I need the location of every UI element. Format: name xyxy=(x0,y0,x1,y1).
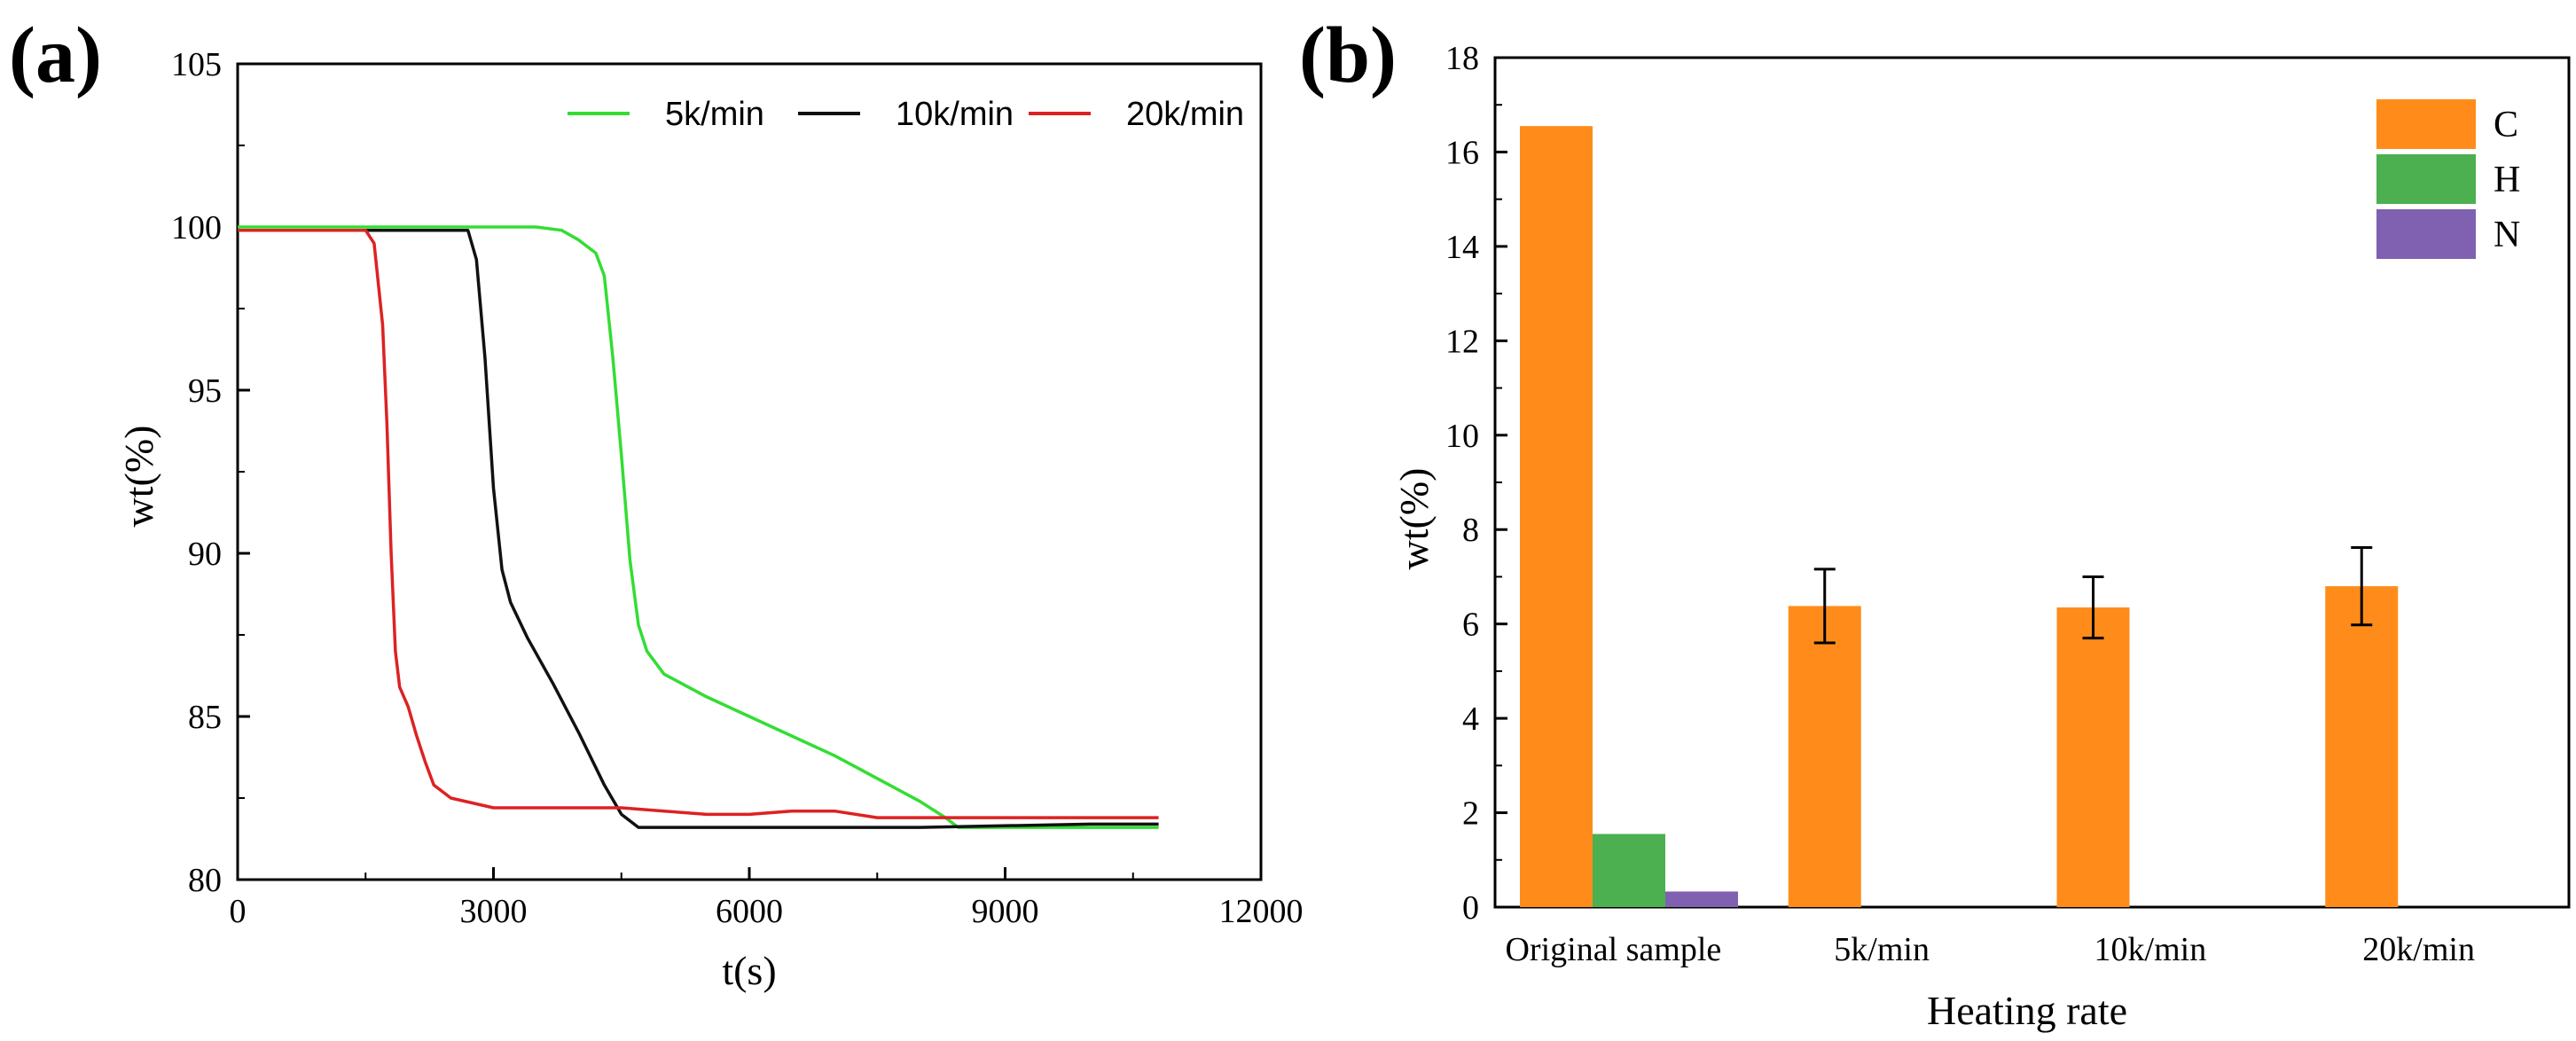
legend-label-H: H xyxy=(2494,160,2520,200)
series-line-10k/min xyxy=(238,228,1159,829)
panel-a-y-tick-label: 95 xyxy=(188,372,222,410)
panel-b-category-label: 10k/min xyxy=(2094,931,2207,968)
panel-b-y-tick-label: 6 xyxy=(1462,607,1479,644)
panel-b-category-label: 5k/min xyxy=(1834,931,1930,968)
panel-b-y-tick-label: 16 xyxy=(1445,134,1479,171)
bar-H-Original sample xyxy=(1593,834,1665,907)
bar-C-20k/min xyxy=(2325,586,2399,907)
panel-b-y-tick-label: 18 xyxy=(1445,40,1479,77)
panel-b-y-tick-label: 12 xyxy=(1445,323,1479,360)
panel-a-plot-area: 0 3000 6000 9000 12000 80 85 90 95 100 105 5k/min 10… xyxy=(171,46,1304,930)
panel-a-legend: 5k/min 10k/min 20k/min xyxy=(568,96,1244,133)
panel-b-y-axis-title: wt(%) xyxy=(1391,468,1437,570)
bar-C-Original sample xyxy=(1520,126,1593,907)
panel-b-plot-area: 0 2 4 6 8 10 12 14 16 18 Original sample 5k/min 10k/… xyxy=(1445,40,2571,968)
panel-b-y-tick-label: 0 xyxy=(1462,889,1479,927)
legend-label-10k/min: 10k/min xyxy=(896,96,1014,133)
panel-b-y-tick-label: 4 xyxy=(1462,701,1479,738)
panel-b-elemental-bars: (b) 0 2 4 6 8 10 12 14 16 18 Original sample 5k/min… xyxy=(1299,12,2571,1033)
panel-b-y-tick-label: 14 xyxy=(1445,229,1479,266)
legend-label-20k/min: 20k/min xyxy=(1126,96,1244,133)
panel-b-label: (b) xyxy=(1299,12,1397,99)
series-line-5k/min xyxy=(238,225,1159,829)
legend-swatch-H xyxy=(2376,154,2476,204)
panel-a-y-tick-label: 100 xyxy=(171,209,222,247)
panel-a-y-tick-label: 80 xyxy=(188,862,222,899)
series-line-20k/min xyxy=(238,228,1159,819)
legend-label-5k/min: 5k/min xyxy=(665,96,764,133)
panel-a-x-tick-label: 3000 xyxy=(460,893,528,930)
panel-b-legend: CHN xyxy=(2376,99,2520,259)
panel-a-label: (a) xyxy=(9,12,102,99)
panel-a-x-tick-label: 12000 xyxy=(1219,893,1304,930)
legend-swatch-C xyxy=(2376,99,2476,149)
panel-b-y-tick-label: 8 xyxy=(1462,512,1479,549)
panel-a-y-tick-label: 105 xyxy=(171,46,222,83)
panel-b-x-axis-title: Heating rate xyxy=(1927,988,2127,1033)
panel-a-y-tick-label: 85 xyxy=(188,699,222,736)
bar-C-5k/min xyxy=(1788,606,1861,907)
panel-b-y-tick-label: 2 xyxy=(1462,795,1479,833)
legend-label-C: C xyxy=(2494,105,2518,145)
panel-b-category-label: Original sample xyxy=(1505,931,1721,968)
panel-a-x-tick-label: 6000 xyxy=(716,893,783,930)
bar-N-Original sample xyxy=(1665,891,1738,907)
legend-label-N: N xyxy=(2494,215,2520,255)
panel-b-y-tick-label: 10 xyxy=(1445,418,1479,455)
panel-a-x-axis-title: t(s) xyxy=(722,948,776,993)
panel-a-tga-curves: (a) 0 3000 6000 9000 12000 80 85 90 95 100 105 5k/m… xyxy=(9,12,1304,993)
panel-a-x-tick-label: 9000 xyxy=(972,893,1039,930)
panel-a-frame xyxy=(236,62,1263,881)
bar-C-10k/min xyxy=(2056,607,2130,907)
panel-a-y-tick-label: 90 xyxy=(188,536,222,573)
legend-swatch-N xyxy=(2376,209,2476,259)
panel-a-y-axis-title: wt(%) xyxy=(116,426,161,528)
panel-b-category-label: 20k/min xyxy=(2362,931,2475,968)
panel-a-x-tick-label: 0 xyxy=(230,893,247,930)
